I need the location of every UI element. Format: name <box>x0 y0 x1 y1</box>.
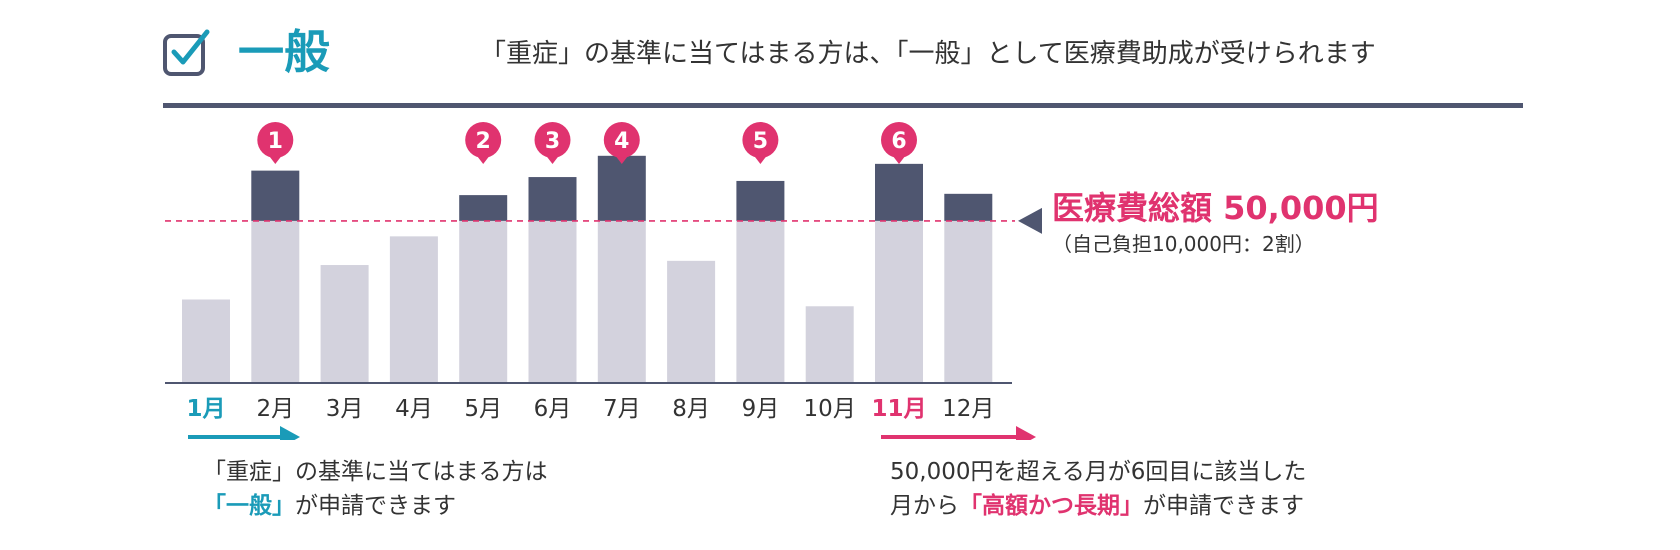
note-general-line2: 「一般」が申請できます <box>203 489 548 523</box>
x-tick-label: 2月 <box>256 396 294 422</box>
note-long-term-rest: が申請できます <box>1143 493 1304 519</box>
x-tick-label: 3月 <box>326 396 364 422</box>
header-divider <box>163 103 1523 108</box>
marker-number: 6 <box>891 129 906 154</box>
pin-marker-icon <box>465 122 502 158</box>
pin-marker-icon <box>534 122 571 158</box>
triangle-pointer-icon <box>1018 207 1042 234</box>
bar-below-threshold <box>667 260 716 382</box>
marker-number: 5 <box>753 129 768 154</box>
bar-below-threshold <box>459 220 508 382</box>
arrow-right-icon <box>1016 426 1036 440</box>
note-general-rest: が申請できます <box>295 493 456 519</box>
bar-below-threshold <box>251 220 300 382</box>
bar-below-threshold <box>528 220 577 382</box>
note-general: 「重症」の基準に当てはまる方は 「一般」が申請できます <box>203 455 548 523</box>
marker-number: 3 <box>545 129 560 154</box>
bar-below-threshold <box>875 220 923 382</box>
header-note: 「重症」の基準に当てはまる方は、「一般」として医療費助成が受けられます <box>480 39 1376 69</box>
note-long-term-emphasis: 「高額かつ長期」 <box>959 493 1143 519</box>
x-tick-label: 8月 <box>672 396 710 422</box>
marker-number: 4 <box>614 129 629 154</box>
bar-below-threshold <box>389 236 438 382</box>
bar-above-threshold <box>251 170 300 221</box>
bar-below-threshold <box>182 299 230 382</box>
checkbox-icon <box>163 29 210 76</box>
note-long-term-line2: 月から「高額かつ長期」が申請できます <box>890 489 1306 523</box>
x-tick-label: 9月 <box>742 396 780 422</box>
bar-above-threshold <box>736 180 785 221</box>
pin-marker-icon <box>881 122 917 158</box>
pin-marker-icon <box>257 122 294 158</box>
bar-above-threshold <box>528 177 577 221</box>
x-tick-label: 10月 <box>804 396 856 422</box>
note-general-emphasis: 「一般」 <box>203 493 295 519</box>
marker-number: 1 <box>268 129 283 154</box>
x-tick-label: 5月 <box>464 396 502 422</box>
bar-below-threshold <box>320 265 369 382</box>
threshold-sublabel: （自己負担10,000円：2割） <box>1052 232 1315 256</box>
page-title: 一般 <box>238 25 330 79</box>
x-tick-label: 7月 <box>603 396 641 422</box>
note-long-term-line1: 50,000円を超える月が6回目に該当した <box>890 459 1307 485</box>
x-tick-label: 4月 <box>395 396 433 422</box>
bar-below-threshold <box>805 306 854 382</box>
bar-above-threshold <box>597 155 646 221</box>
x-tick-label: 1月 <box>186 396 225 422</box>
bar-below-threshold <box>736 220 785 382</box>
note-long-term-pre: 月から <box>890 493 959 519</box>
bar-above-threshold <box>459 195 508 221</box>
pin-marker-icon <box>603 122 640 158</box>
bar-above-threshold <box>944 193 993 221</box>
bar-below-threshold <box>944 220 993 382</box>
pin-marker-icon <box>742 122 779 158</box>
threshold-label: 医療費総額 50,000円 <box>1052 189 1379 227</box>
x-tick-label: 6月 <box>534 396 572 422</box>
note-general-line1: 「重症」の基準に当てはまる方は <box>203 459 548 485</box>
x-tick-label: 12月 <box>942 396 994 422</box>
bar-chart: 1月 2月 3月 4月 5月 6月 7月 8月 9月 10月 11月 12月 1 2 3 4 5 6 <box>165 122 1042 440</box>
bar-below-threshold <box>597 220 646 382</box>
x-tick-label: 11月 <box>871 396 926 422</box>
note-long-term: 50,000円を超える月が6回目に該当した 月から「高額かつ長期」が申請できます <box>890 455 1306 523</box>
arrow-right-icon <box>280 426 300 440</box>
marker-number: 2 <box>476 129 491 154</box>
bar-above-threshold <box>875 163 923 221</box>
